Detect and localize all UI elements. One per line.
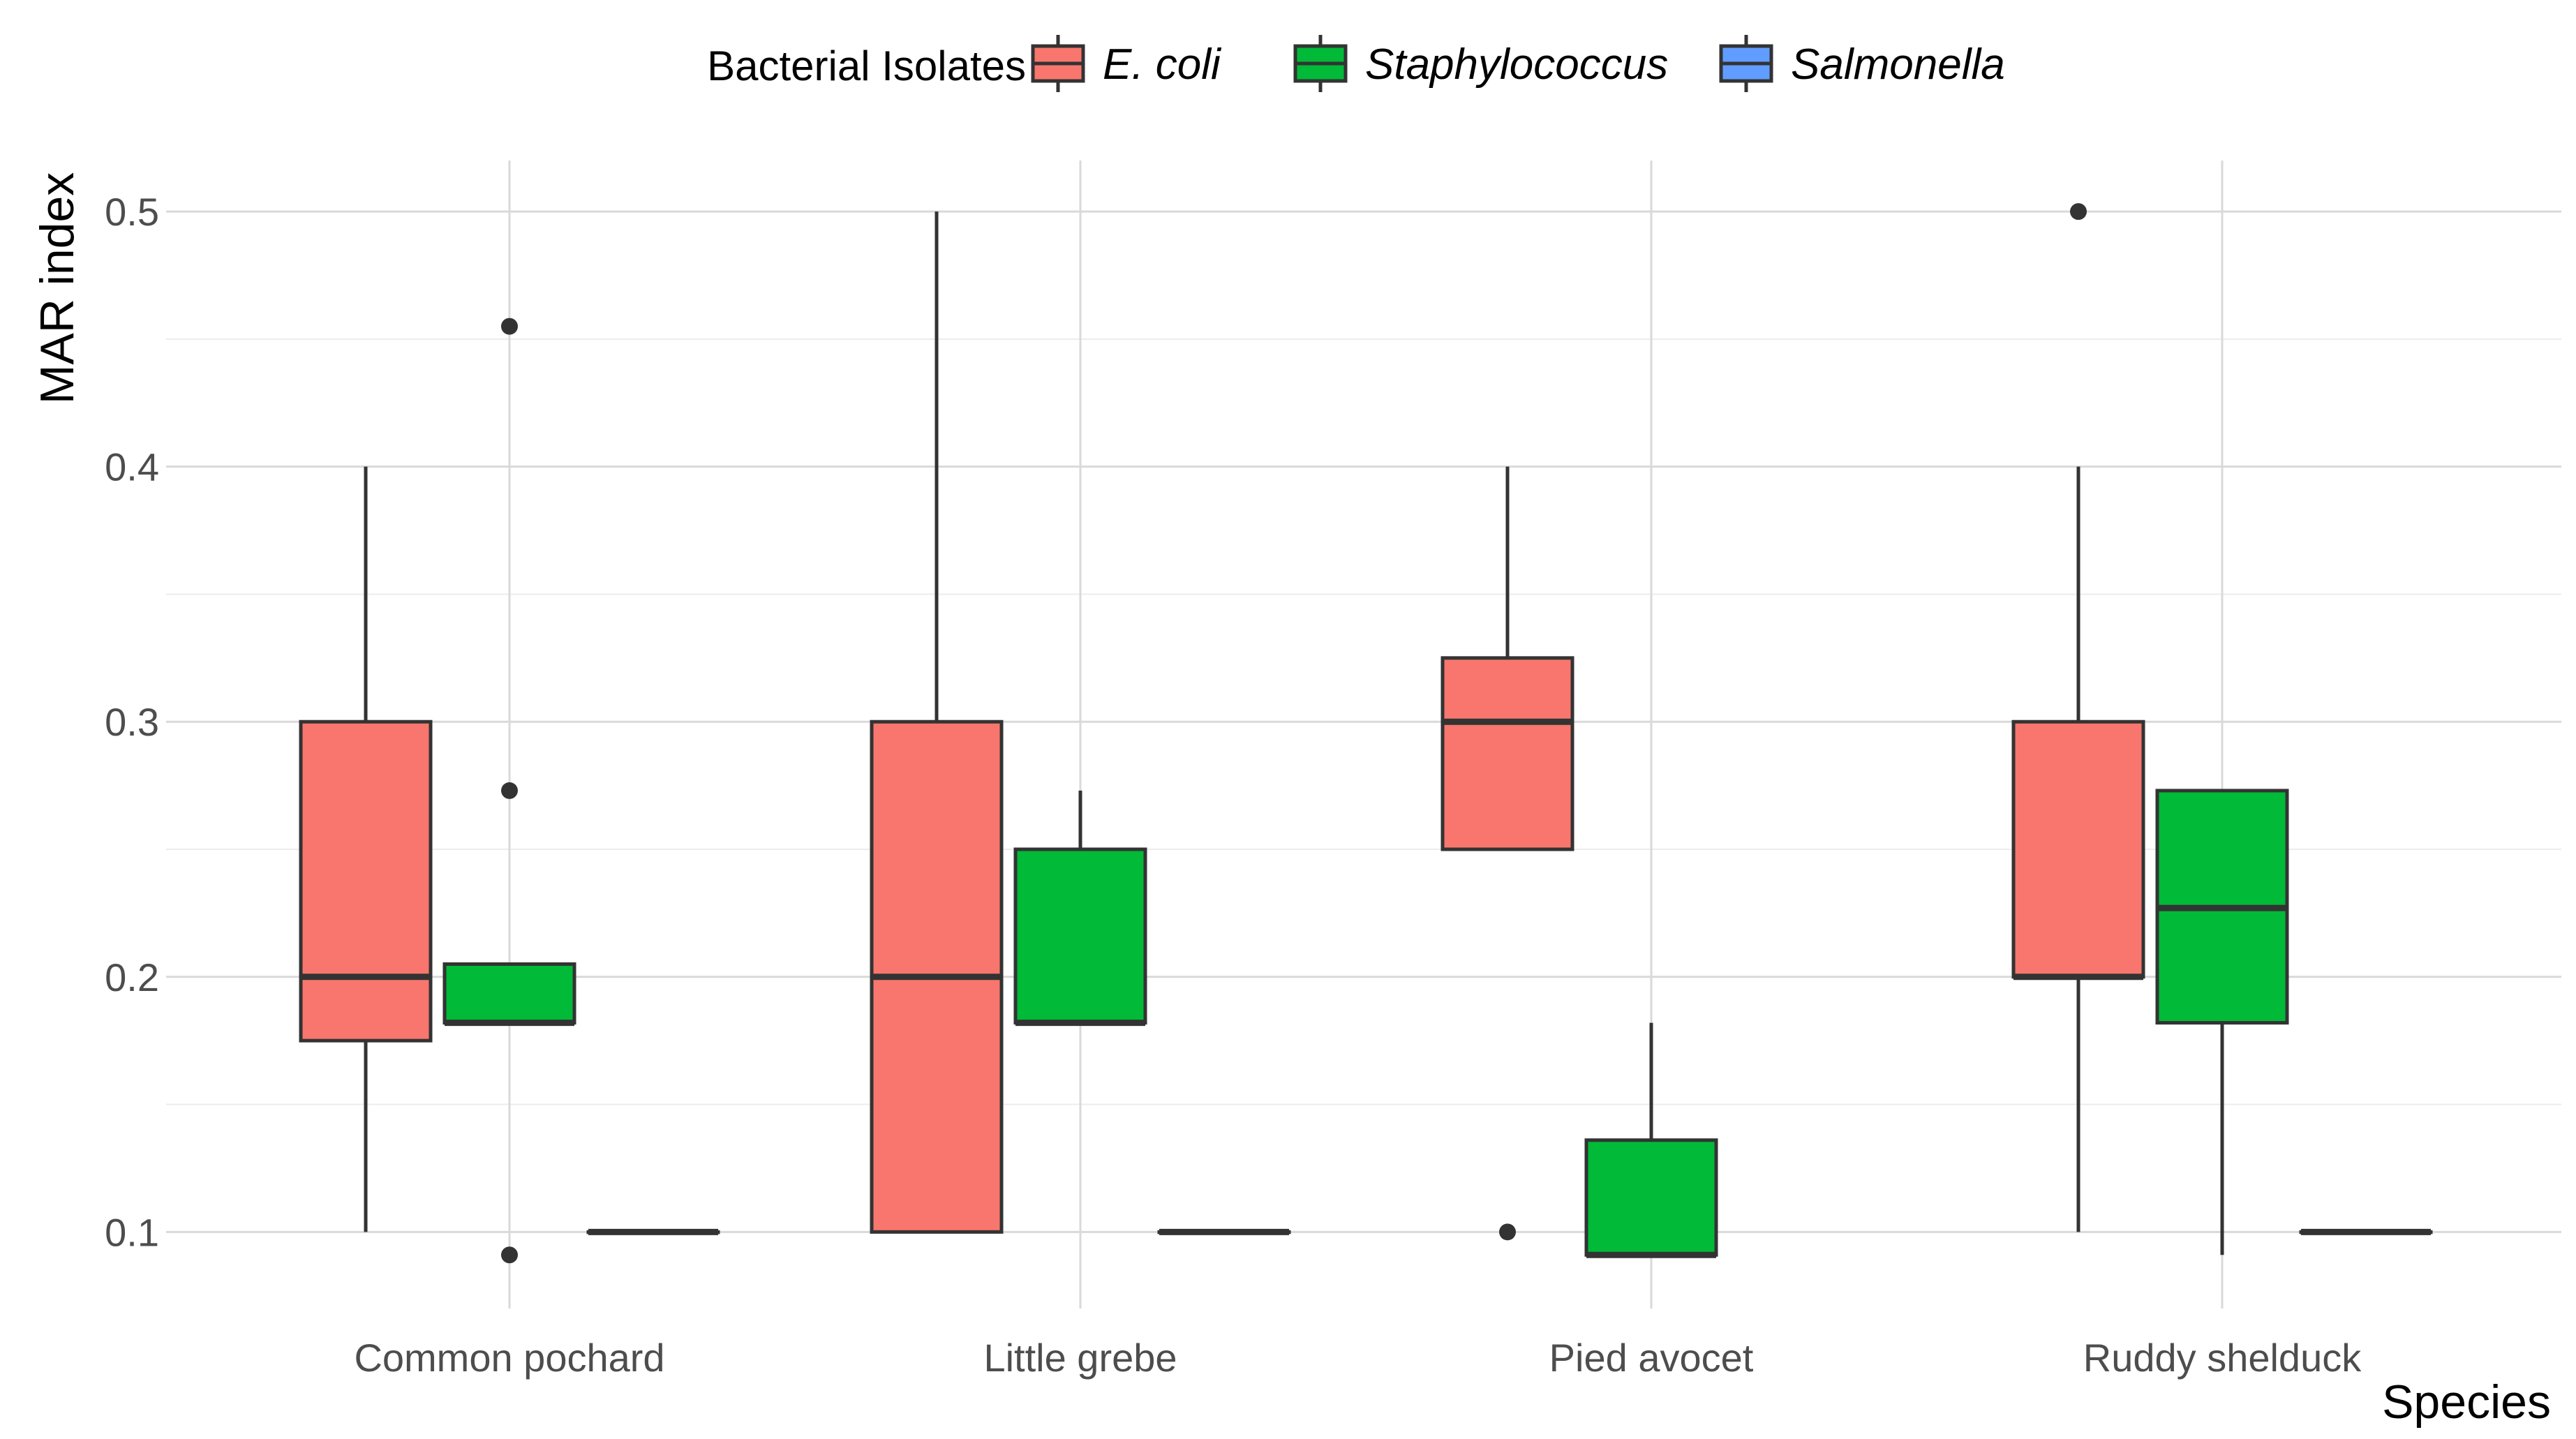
box-staphylococcus-ruddy-shelduck [2155, 789, 2289, 1255]
legend-items: E. coli Staphylococcus Salmonella [1031, 35, 2005, 92]
y-axis-ticks: 0.1 0.2 0.3 0.4 0.5 [105, 190, 159, 1254]
series-e-coli [299, 203, 2145, 1241]
x-tick-label: Little grebe [983, 1336, 1177, 1380]
iqr-box [2011, 720, 2145, 979]
iqr-box [299, 720, 433, 1043]
box-e-coli-ruddy-shelduck [2011, 203, 2145, 1232]
legend-label: Staphylococcus [1365, 40, 1668, 89]
box-series [299, 203, 2433, 1264]
y-tick-label: 0.3 [105, 700, 159, 744]
box-e-coli-little-grebe [870, 211, 1004, 1234]
x-axis-title: Species [2382, 1375, 2551, 1429]
y-tick-label: 0.1 [105, 1210, 159, 1254]
iqr-box [1013, 847, 1147, 1025]
legend-label: Salmonella [1791, 40, 2005, 89]
y-tick-label: 0.4 [105, 445, 159, 489]
outlier-point [501, 782, 518, 799]
legend-item-salmonella: Salmonella [1719, 35, 2005, 92]
box-staphylococcus-pied-avocet [1584, 1022, 1718, 1258]
outlier-point [501, 318, 518, 335]
legend-item-e-coli: E. coli [1031, 35, 1222, 92]
x-tick-label: Pied avocet [1549, 1336, 1754, 1380]
legend: Bacterial Isolates E. coli Staphylococcus… [707, 35, 2005, 92]
box-e-coli-common-pochard [299, 466, 433, 1232]
x-tick-label: Common pochard [354, 1336, 664, 1380]
y-tick-label: 0.5 [105, 190, 159, 234]
outlier-point [2070, 203, 2087, 221]
x-tick-label: Ruddy shelduck [2083, 1336, 2362, 1380]
outlier-point [501, 1246, 518, 1264]
iqr-box [1584, 1138, 1718, 1257]
box-e-coli-pied-avocet [1440, 466, 1574, 1241]
legend-title: Bacterial Isolates [707, 43, 1026, 89]
series-staphylococcus [442, 318, 2289, 1264]
x-axis-ticks: Common pochard Little grebe Pied avocet Rud… [354, 1336, 2362, 1380]
box-staphylococcus-little-grebe [1013, 790, 1147, 1027]
grid [166, 161, 2561, 1308]
iqr-box [442, 962, 576, 1025]
iqr-box [1440, 656, 1574, 851]
box-staphylococcus-common-pochard [442, 318, 576, 1264]
legend-item-staphylococcus: Staphylococcus [1293, 35, 1668, 92]
y-tick-label: 0.2 [105, 955, 159, 999]
legend-label: E. coli [1103, 40, 1222, 89]
y-axis-title: MAR index [31, 172, 84, 405]
outlier-point [1499, 1223, 1516, 1241]
